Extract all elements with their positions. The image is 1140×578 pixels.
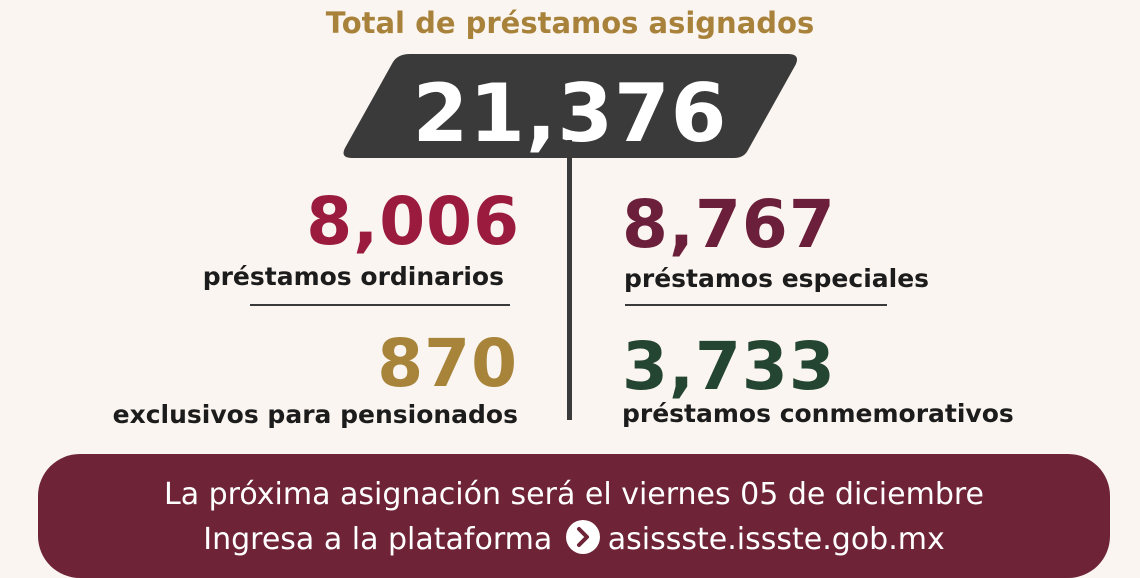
conmemorativos-value: 3,733 xyxy=(622,328,836,405)
page-title: Total de préstamos asignados xyxy=(325,6,815,40)
chevron-right-icon xyxy=(565,520,600,554)
ordinarios-value: 8,006 xyxy=(306,183,520,260)
vertical-divider xyxy=(567,140,572,420)
total-banner-shape xyxy=(343,54,797,158)
info-banner: La próxima asignación será el viernes 05… xyxy=(38,454,1110,578)
pensionados-value: 870 xyxy=(377,325,518,402)
conmemorativos-label: préstamos conmemorativos xyxy=(622,399,1014,428)
platform-url[interactable]: asissste.issste.gob.mx xyxy=(607,522,945,557)
ordinarios-label: préstamos ordinarios xyxy=(202,262,504,291)
especiales-value: 8,767 xyxy=(622,186,836,263)
platform-line: Ingresa a la plataforma asissste.issste.… xyxy=(38,520,1110,559)
platform-prefix: Ingresa a la plataforma xyxy=(203,522,553,557)
next-assignment-text: La próxima asignación será el viernes 05… xyxy=(163,477,984,512)
left-divider xyxy=(250,304,510,306)
especiales-label: préstamos especiales xyxy=(624,264,930,293)
right-divider xyxy=(625,304,887,306)
pensionados-label: exclusivos para pensionados xyxy=(112,400,518,429)
